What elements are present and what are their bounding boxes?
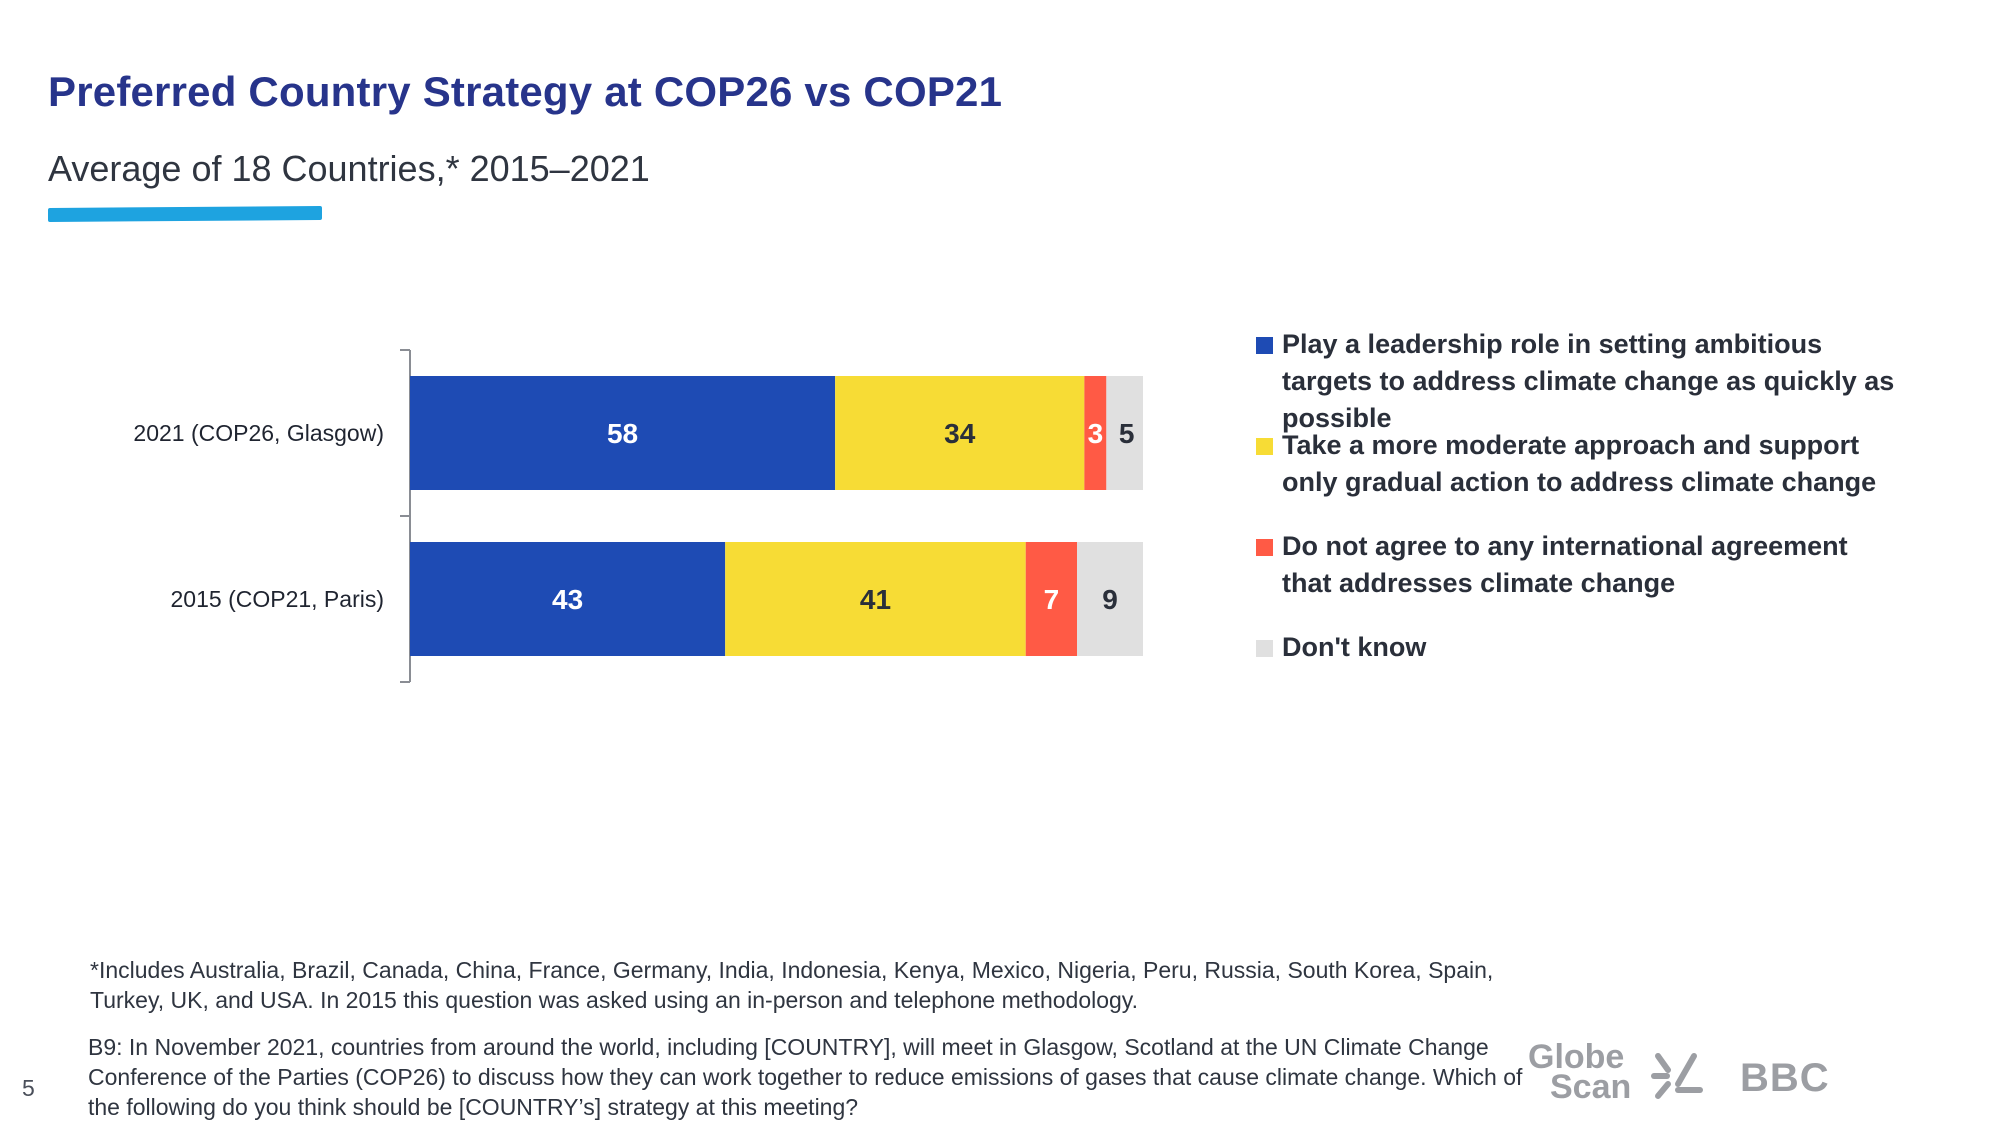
bbc-logo: BBC (1740, 1056, 1830, 1100)
category-label: 2015 (COP21, Paris) (171, 586, 384, 612)
globescan-logo: Globe Scan (1528, 1038, 1708, 1106)
legend-label-moderate: Take a more moderate approach and suppor… (1282, 430, 1877, 497)
data-label: 5 (1119, 418, 1135, 449)
footnote: *Includes Australia, Brazil, Canada, Chi… (90, 957, 1494, 1013)
data-label: 9 (1102, 584, 1118, 615)
category-label: 2021 (COP26, Glasgow) (133, 420, 384, 446)
bar-segment (1025, 542, 1078, 656)
data-label: 7 (1044, 584, 1060, 615)
page-subtitle: Average of 18 Countries,* 2015–2021 (48, 148, 650, 189)
chart-legend: Play a leadership role in setting ambiti… (1256, 326, 1896, 666)
bar-segment (1106, 376, 1143, 490)
survey-question-text: B9: In November 2021, countries from aro… (88, 1034, 1523, 1120)
bar-segment (1084, 376, 1107, 490)
data-label: 43 (552, 584, 583, 615)
bar-segment (725, 542, 1026, 656)
title-accent-underline (48, 206, 322, 222)
bar-segment (1077, 542, 1143, 656)
data-label: 58 (607, 418, 638, 449)
globescan-logo-line1: Globe (1528, 1038, 1625, 1076)
legend-item-disagree: Do not agree to any international agreem… (1256, 528, 1896, 629)
data-label: 41 (860, 584, 891, 615)
legend-label-disagree: Do not agree to any international agreem… (1282, 531, 1848, 598)
bar-segment (410, 542, 726, 656)
globescan-logo-line2: Scan (1550, 1068, 1632, 1106)
page-title: Preferred Country Strategy at COP26 vs C… (48, 68, 1003, 115)
data-label: 34 (944, 418, 976, 449)
legend-item-dont-know: Don't know (1256, 629, 1896, 666)
legend-swatch-leadership (1256, 337, 1273, 354)
globescan-burst-icon (1651, 1053, 1703, 1099)
bar-segment (835, 376, 1085, 490)
legend-label-leadership: Play a leadership role in setting ambiti… (1282, 329, 1895, 433)
bar-segment (410, 376, 836, 490)
legend-item-leadership: Play a leadership role in setting ambiti… (1256, 326, 1896, 433)
legend-label-dont-know: Don't know (1282, 632, 1427, 662)
legend-swatch-disagree (1256, 539, 1273, 556)
data-label: 3 (1088, 418, 1104, 449)
legend-swatch-moderate (1256, 438, 1273, 455)
legend-swatch-dont-know (1256, 640, 1273, 657)
legend-item-moderate: Take a more moderate approach and suppor… (1256, 427, 1896, 528)
page-number: 5 (22, 1075, 35, 1101)
